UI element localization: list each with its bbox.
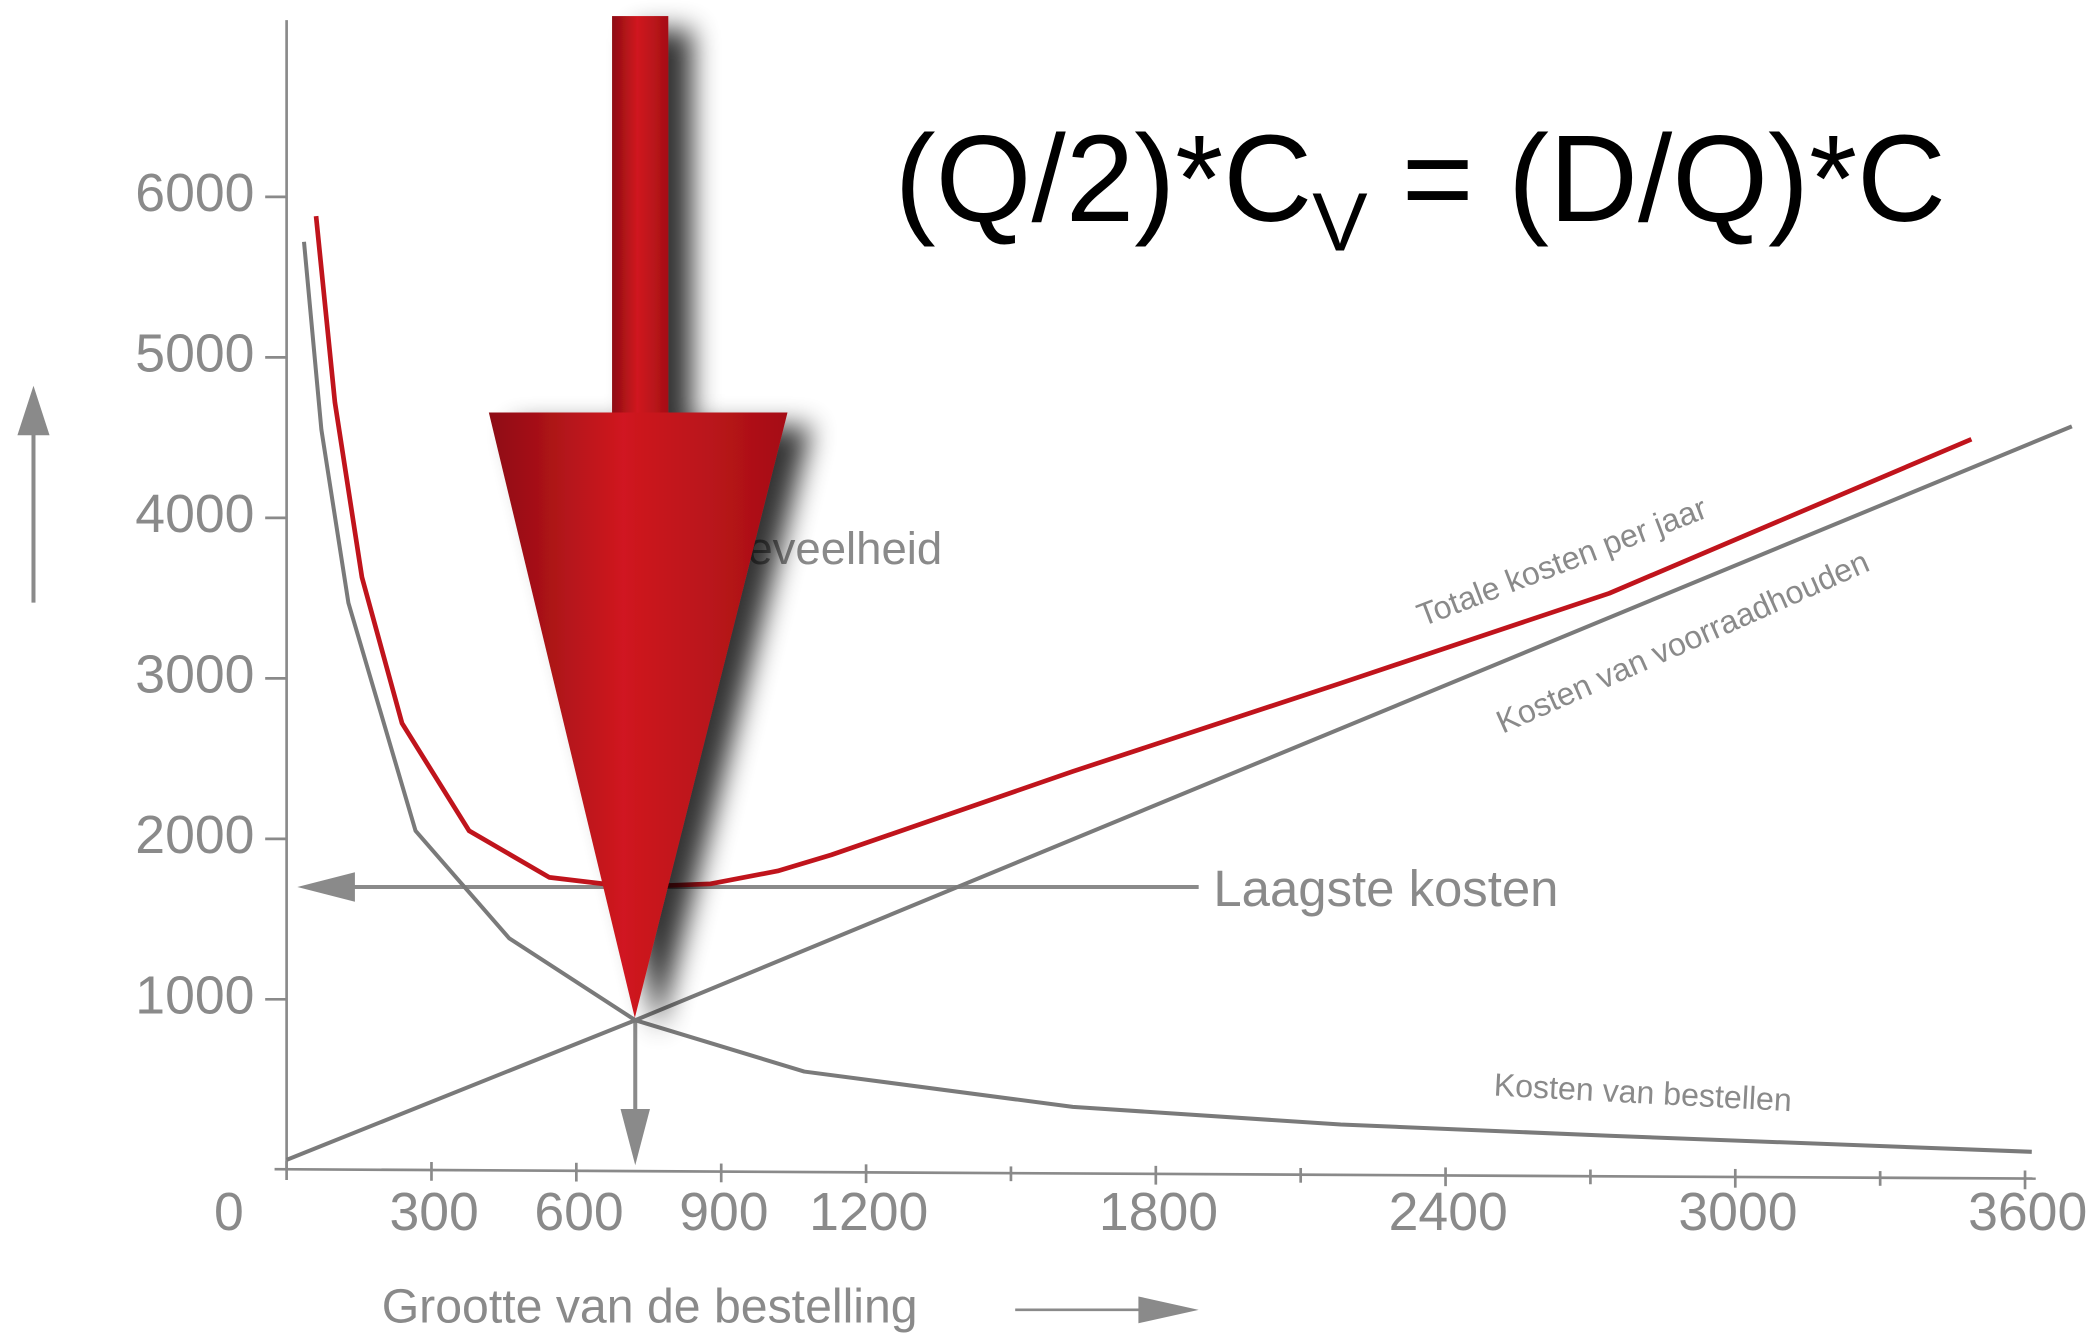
- y-tick-label: 5000: [135, 325, 254, 384]
- optimum-label: eveelheid: [747, 523, 942, 574]
- x-axis-label: Grootte van de bestelling: [382, 1280, 918, 1334]
- x-tick-label: 1800: [1099, 1183, 1218, 1242]
- formula-right: = (D/Q)*C: [1368, 110, 1946, 248]
- y-tick-label: 2000: [135, 806, 254, 865]
- y-axis-arrow: [17, 385, 50, 603]
- lowest-cost-label: Laagste kosten: [1213, 860, 1558, 917]
- y-tick-label: 3000: [135, 646, 254, 705]
- x-label-arrow: [1015, 1296, 1199, 1324]
- y-tick-label: 1000: [135, 966, 254, 1025]
- formula-sub: V: [1312, 175, 1367, 268]
- series-line: [301, 241, 2032, 1154]
- plot: Grootte van de bestelling 10002000300040…: [17, 16, 2087, 1334]
- optimum-arrow: [620, 1017, 650, 1166]
- formula: (Q/2)*CV = (D/Q)*C: [895, 110, 1946, 268]
- series-label: Kosten van bestellen: [1493, 1067, 1793, 1119]
- x-tick-label: 3000: [1678, 1183, 1797, 1242]
- arrow-head: [297, 872, 355, 902]
- formula-left: (Q/2)*C: [895, 110, 1313, 248]
- series-line: [313, 215, 1973, 890]
- highlight-arrow: [488, 16, 788, 1018]
- x-tick-label: 3600: [1968, 1183, 2087, 1242]
- y-tick-label: 6000: [135, 164, 254, 223]
- y-tick-label: 4000: [135, 485, 254, 544]
- series-label: Totale kosten per jaar: [1412, 490, 1712, 634]
- x-tick-label: 1200: [809, 1183, 928, 1242]
- x-tick-label: 0: [214, 1183, 244, 1242]
- arrow-head: [620, 1108, 650, 1166]
- lowest-cost-arrow: [297, 872, 1199, 902]
- x-tick-label: 900: [679, 1183, 768, 1242]
- x-tick-label: 2400: [1389, 1183, 1508, 1242]
- x-tick-label: 600: [534, 1183, 623, 1242]
- x-tick-label: 300: [389, 1183, 478, 1242]
